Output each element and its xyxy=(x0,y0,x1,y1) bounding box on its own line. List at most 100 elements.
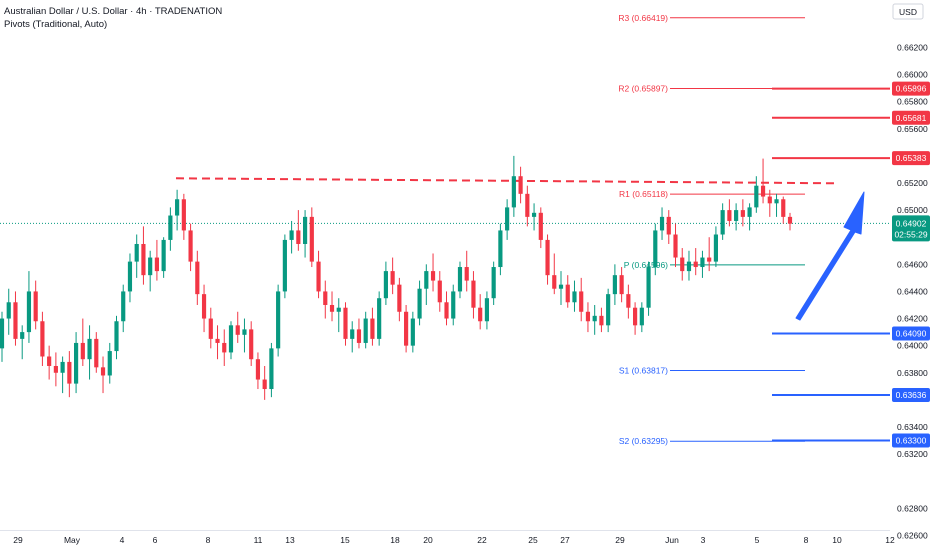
candle-body xyxy=(370,318,375,339)
time-tick-label: May xyxy=(64,535,81,545)
chart-legend: Australian Dollar / U.S. Dollar · 4h · T… xyxy=(4,5,222,31)
candle-body xyxy=(26,291,32,333)
resistance-dashed-line[interactable] xyxy=(175,177,837,185)
price-tick-label: 0.65000 xyxy=(897,205,928,215)
candle-body xyxy=(673,234,678,258)
time-tick-label: 4 xyxy=(120,535,125,545)
candle-body xyxy=(363,318,368,343)
candle-body xyxy=(188,230,193,262)
candle-body xyxy=(531,212,537,217)
price-tag xyxy=(892,151,930,166)
candle-body xyxy=(127,261,133,292)
candle-body xyxy=(107,351,112,376)
candle-body xyxy=(747,207,752,217)
pivot-label: R3 (0.66419) xyxy=(618,13,668,23)
price-tag xyxy=(892,326,930,341)
candle-body xyxy=(67,361,72,384)
time-tick-label: 29 xyxy=(615,535,625,545)
candle-body xyxy=(558,284,564,289)
candle-body xyxy=(296,230,301,244)
candle-body xyxy=(464,267,469,281)
currency-button[interactable] xyxy=(892,3,924,20)
candle-body xyxy=(397,284,402,312)
indicator-label: Pivots (Traditional, Auto) xyxy=(4,19,108,30)
candle-body xyxy=(545,239,550,276)
time-tick-label: Jun xyxy=(665,535,679,545)
candle-body xyxy=(518,176,523,194)
candle-body xyxy=(707,257,712,262)
candle-body xyxy=(700,257,705,268)
pivot-label: S2 (0.63295) xyxy=(619,436,668,446)
candle-body xyxy=(175,199,180,216)
time-tick-label: 15 xyxy=(340,535,350,545)
candle-body xyxy=(592,315,597,322)
price-tick-label: 0.65200 xyxy=(897,178,928,188)
candle-body xyxy=(680,257,685,272)
candle-body xyxy=(565,284,570,303)
candle-body xyxy=(760,185,766,197)
candle-body xyxy=(100,367,106,376)
price-tick-label: 0.63200 xyxy=(897,449,928,459)
candle-body xyxy=(0,318,5,349)
time-tick-label: 6 xyxy=(153,535,158,545)
price-tag xyxy=(892,387,930,402)
candle-body xyxy=(612,275,617,295)
candle-body xyxy=(754,185,759,208)
candle-body xyxy=(235,325,240,335)
time-tick-label: 3 xyxy=(701,535,706,545)
candle-body xyxy=(33,291,38,322)
candle-body xyxy=(276,291,281,349)
candle-body xyxy=(451,291,456,319)
candle-body xyxy=(201,294,207,319)
candle-body xyxy=(87,338,92,360)
candle-body xyxy=(599,315,604,326)
candle-body xyxy=(323,291,328,305)
price-tag-label: 0.63636 xyxy=(896,390,927,400)
candle-body xyxy=(329,304,335,312)
price-tick-label: 0.62600 xyxy=(897,530,928,540)
candle-body xyxy=(437,280,442,303)
candle-body xyxy=(383,271,388,299)
last-price-tag xyxy=(892,215,930,242)
price-tag-label: 0.65681 xyxy=(896,113,927,123)
candle-body xyxy=(289,230,294,240)
candle-body xyxy=(255,359,261,380)
candle-body xyxy=(619,275,624,295)
pivot-label: R1 (0.65118) xyxy=(619,189,668,199)
candle-body xyxy=(633,307,638,326)
pivot-label: P (0.64596) xyxy=(624,260,668,270)
candle-body xyxy=(781,199,786,217)
chart-title: Australian Dollar / U.S. Dollar · 4h · T… xyxy=(4,6,223,17)
candle-body xyxy=(424,271,429,289)
candle-body xyxy=(471,280,476,308)
price-tick-label: 0.62800 xyxy=(897,503,928,513)
candle-body xyxy=(208,318,213,339)
candle-body xyxy=(505,207,510,231)
candle-body xyxy=(20,332,25,339)
candle-body xyxy=(774,199,779,204)
price-tick-label: 0.64600 xyxy=(897,259,928,269)
candle-body xyxy=(525,193,530,217)
candle-body xyxy=(686,261,692,272)
candle-body xyxy=(734,210,739,221)
candle-body xyxy=(740,210,745,217)
candle-body xyxy=(242,329,247,335)
price-tag xyxy=(892,433,930,448)
price-tick-label: 0.64000 xyxy=(897,341,928,351)
candle-body xyxy=(60,361,65,373)
candle-body xyxy=(491,267,496,299)
time-tick-label: 12 xyxy=(885,535,895,545)
candle-body xyxy=(720,210,725,235)
pivot-label: S1 (0.63817) xyxy=(619,365,668,375)
candle-body xyxy=(141,243,146,276)
candle-body xyxy=(228,325,234,353)
candle-body xyxy=(249,329,254,360)
candle-body xyxy=(552,275,557,289)
price-tick-label: 0.65800 xyxy=(897,97,928,107)
bullish-arrow-icon[interactable] xyxy=(795,191,865,321)
time-tick-label: 8 xyxy=(804,535,809,545)
candle-body xyxy=(80,342,85,360)
time-tick-label: 18 xyxy=(390,535,400,545)
candle-body xyxy=(302,216,308,244)
